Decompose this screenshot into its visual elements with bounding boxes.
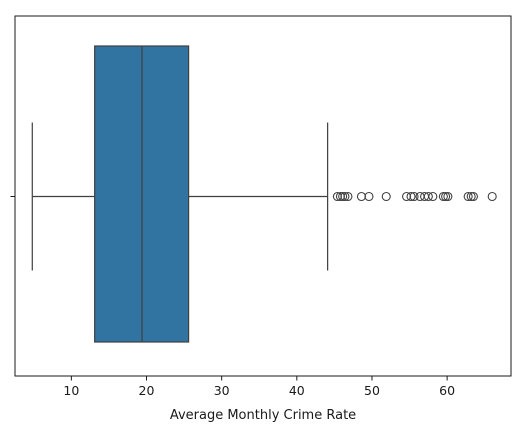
x-axis-label: Average Monthly Crime Rate bbox=[170, 408, 356, 423]
x-axis: 10 20 30 40 50 60 bbox=[63, 376, 455, 398]
x-tick-label: 60 bbox=[439, 383, 455, 398]
x-tick-label: 50 bbox=[364, 383, 380, 398]
outlier-point bbox=[406, 191, 416, 202]
outlier-point bbox=[356, 191, 366, 202]
outlier-point bbox=[338, 191, 348, 202]
outlier-point bbox=[428, 191, 438, 202]
outlier-point bbox=[364, 191, 374, 202]
outlier-point bbox=[443, 191, 453, 202]
x-tick-label: 20 bbox=[139, 383, 155, 398]
x-tick-label: 10 bbox=[63, 383, 79, 398]
outlier-point bbox=[381, 191, 391, 202]
outlier-point bbox=[466, 191, 476, 202]
outlier-point bbox=[487, 191, 497, 202]
outlier-point bbox=[438, 191, 448, 202]
box-plot-marks bbox=[31, 45, 497, 343]
outlier-point bbox=[441, 191, 451, 202]
outlier-point bbox=[423, 191, 433, 202]
outlier-point bbox=[463, 191, 473, 202]
outlier-point bbox=[468, 191, 478, 202]
outlier-point bbox=[409, 191, 419, 202]
outlier-point bbox=[340, 191, 350, 202]
x-tick-label: 40 bbox=[289, 383, 305, 398]
outlier-point bbox=[343, 191, 353, 202]
x-tick-label: 30 bbox=[214, 383, 230, 398]
